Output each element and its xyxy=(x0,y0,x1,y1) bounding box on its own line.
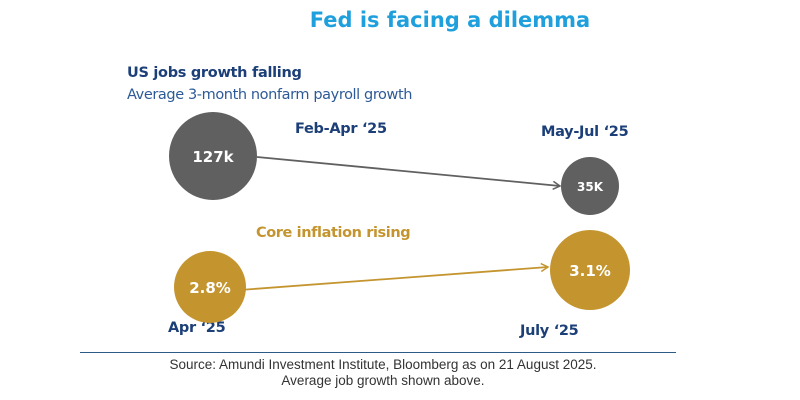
inflation-bubble-start xyxy=(174,251,246,323)
jobs-value-start: 127k xyxy=(192,148,234,166)
inflation-section-title: Core inflation rising xyxy=(256,225,411,241)
page-title: Fed is facing a dilemma xyxy=(309,8,591,32)
inflation-value-end: 3.1% xyxy=(569,262,611,280)
jobs-trend-arrow xyxy=(256,156,562,190)
jobs-period-label-start: Feb-Apr ‘25 xyxy=(295,121,387,137)
inflation-period-label-start: Apr ‘25 xyxy=(168,320,226,336)
footer-note: Average job growth shown above. xyxy=(281,373,485,388)
jobs-section-subtitle: Average 3-month nonfarm payroll growth xyxy=(127,87,413,103)
jobs-bubble-start xyxy=(169,112,257,200)
jobs-period-label-end: May-Jul ‘25 xyxy=(541,124,629,140)
jobs-section-title: US jobs growth falling xyxy=(127,65,302,81)
inflation-bubble-end xyxy=(550,230,630,310)
footer-divider xyxy=(80,352,676,353)
source-note: Source: Amundi Investment Institute, Blo… xyxy=(169,357,597,372)
inflation-period-label-end: July ‘25 xyxy=(520,323,579,339)
jobs-bubble-end xyxy=(561,157,619,215)
inflation-trend-arrow xyxy=(239,262,550,291)
inflation-value-start: 2.8% xyxy=(189,279,231,297)
jobs-value-end: 35K xyxy=(577,180,604,194)
